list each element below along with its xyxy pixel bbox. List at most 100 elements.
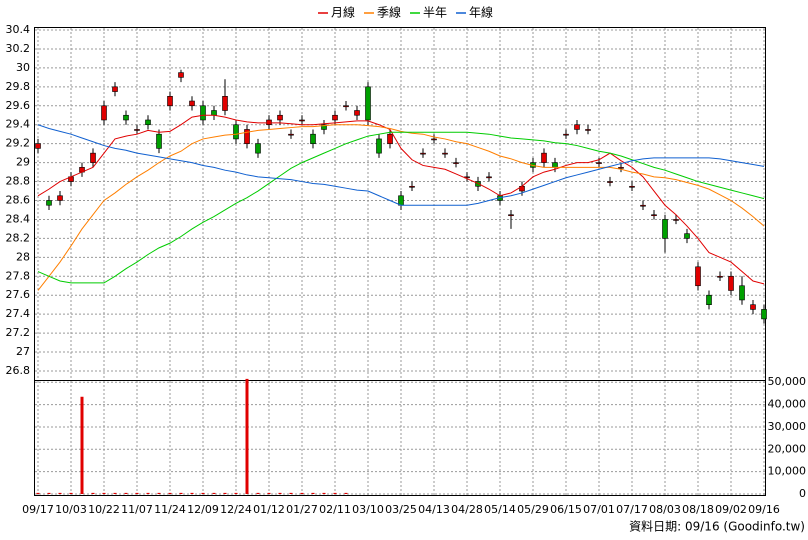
candle-body (167, 96, 173, 107)
candle-body (310, 133, 316, 144)
x-tick-label: 05/14 (484, 503, 516, 516)
candle-body (321, 124, 327, 130)
candle-body (453, 162, 459, 164)
volume-bar (190, 492, 194, 494)
volume-bar (201, 492, 205, 494)
candle-body (750, 304, 756, 310)
y-tick-label: 28 (16, 250, 30, 263)
y-tick-label: 27 (16, 345, 30, 358)
y-tick-label: 29.4 (6, 118, 31, 131)
candle-body (376, 138, 382, 154)
candle-body (695, 266, 701, 287)
candle-body (398, 195, 404, 206)
volume-bar (344, 492, 348, 494)
candle-body (651, 214, 657, 217)
candle-body (123, 114, 129, 121)
candle-body (673, 219, 679, 221)
volume-panel (34, 380, 766, 496)
candle-body (200, 105, 206, 121)
candle-body (112, 86, 118, 92)
volume-bar (333, 492, 337, 494)
x-tick-label: 01/12 (253, 503, 285, 516)
candle-body (618, 167, 624, 169)
x-tick-label: 05/29 (517, 503, 549, 516)
y-tick-label: 28.2 (6, 231, 31, 244)
candle-body (178, 72, 184, 78)
candle-body (189, 100, 195, 107)
ma-line (37, 124, 765, 206)
x-tick-label: 09/02 (715, 503, 747, 516)
x-tick-label: 09/16 (748, 503, 780, 516)
volume-bar (80, 396, 84, 494)
candle-body (332, 114, 338, 121)
volume-bar (58, 492, 62, 494)
candle-body (420, 152, 426, 155)
legend-label: 月線 (331, 5, 355, 20)
candle-body (244, 129, 250, 144)
candle-body (431, 138, 437, 141)
candle-body (277, 114, 283, 121)
candle-body (541, 152, 547, 163)
candle-body (706, 294, 712, 305)
candle-body (233, 124, 239, 140)
y-tick-label: 30 (16, 61, 30, 74)
volume-bar (179, 492, 183, 494)
volume-bar (278, 492, 282, 494)
x-tick-label: 11/24 (154, 503, 186, 516)
volume-tick-label: 20,000 (768, 442, 807, 455)
x-tick-label: 07/17 (616, 503, 648, 516)
candle-body (486, 176, 492, 179)
x-tick-label: 10/03 (55, 503, 87, 516)
x-tick-label: 04/28 (451, 503, 483, 516)
candle-body (222, 96, 228, 111)
candle-body (90, 152, 96, 163)
x-tick-label: 12/09 (187, 503, 219, 516)
x-tick-label: 07/01 (583, 503, 615, 516)
volume-bar (234, 492, 238, 494)
x-tick-label: 11/07 (121, 503, 153, 516)
volume-bar (289, 492, 293, 494)
x-tick-label: 08/03 (649, 503, 681, 516)
volume-bar (91, 492, 95, 494)
volume-bar (113, 492, 117, 494)
volume-tick-label: 30,000 (768, 420, 807, 433)
volume-bar (245, 378, 249, 494)
x-tick-label: 12/24 (220, 503, 252, 516)
volume-bar (322, 492, 326, 494)
volume-bar (124, 492, 128, 494)
volume-bar (212, 492, 216, 494)
candle-body (255, 143, 261, 154)
legend-label: 季線 (377, 5, 401, 20)
ma-line (37, 131, 765, 284)
candle-body (574, 124, 580, 130)
legend-label: 半年 (423, 6, 447, 20)
legend: 月線 季線 半年 年線 (318, 5, 493, 20)
volume-bar (311, 492, 315, 494)
candle-body (145, 119, 151, 126)
candle-body (156, 133, 162, 149)
candle-body (761, 309, 767, 320)
candle-body (640, 204, 646, 207)
y-tick-label: 27.8 (6, 269, 31, 282)
volume-bar (223, 492, 227, 494)
candle-body (354, 110, 360, 116)
y-tick-label: 29 (16, 156, 30, 169)
y-tick-label: 26.8 (6, 364, 31, 377)
y-tick-label: 30.4 (6, 23, 31, 36)
volume-bar (168, 492, 172, 494)
candle-body (442, 152, 448, 155)
candle-body (552, 162, 558, 168)
y-tick-label: 27.2 (6, 326, 31, 339)
candle-body (585, 129, 591, 131)
volume-bar (47, 492, 51, 494)
candle-body (563, 133, 569, 136)
volume-bar (102, 492, 106, 494)
x-tick-label: 01/27 (286, 503, 318, 516)
x-tick-label: 04/13 (418, 503, 450, 516)
candle-body (728, 275, 734, 291)
candle-body (46, 200, 52, 206)
x-tick-label: 10/22 (88, 503, 120, 516)
x-tick-label: 03/25 (385, 503, 417, 516)
candle-body (387, 133, 393, 144)
